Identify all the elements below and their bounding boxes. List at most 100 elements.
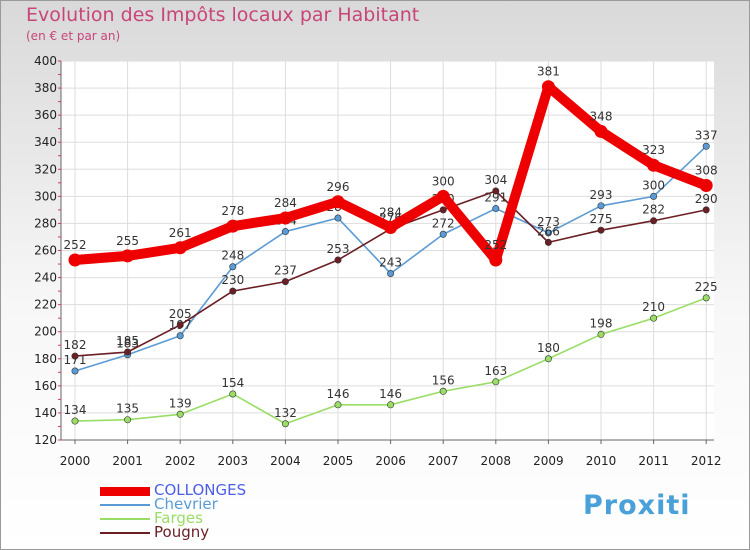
y-tick-label: 400 <box>34 54 57 68</box>
point-collonges <box>541 80 555 94</box>
point-farges <box>650 314 658 322</box>
point-collonges <box>436 189 450 203</box>
x-tick-label: 2005 <box>323 454 354 468</box>
data-label-pougny: 304 <box>484 173 507 187</box>
data-label-pougny: 182 <box>64 338 87 352</box>
y-tick-label: 260 <box>34 244 57 258</box>
point-farges <box>544 355 552 363</box>
data-label-farges: 146 <box>327 387 350 401</box>
data-label-farges: 210 <box>642 300 665 314</box>
point-chevrier <box>439 230 447 238</box>
data-label-collonges: 296 <box>327 180 350 194</box>
data-label-chevrier: 183 <box>116 337 139 351</box>
point-pougny <box>492 187 500 195</box>
data-label-chevrier: 337 <box>695 128 718 142</box>
y-tick-label: 220 <box>34 298 57 312</box>
data-label-chevrier: 272 <box>432 216 455 230</box>
point-pougny <box>334 256 342 264</box>
chart-title: Evolution des Impôts locaux par Habitant <box>26 4 420 26</box>
x-tick-label: 2002 <box>165 454 196 468</box>
point-farges <box>124 416 132 424</box>
data-label-farges: 132 <box>274 406 297 420</box>
point-pougny <box>229 287 237 295</box>
data-label-farges: 180 <box>537 341 560 355</box>
data-label-farges: 146 <box>379 387 402 401</box>
point-chevrier <box>597 202 605 210</box>
point-chevrier <box>650 192 658 200</box>
data-label-pougny: 237 <box>274 264 297 278</box>
proxiti-logo: Proxiti <box>583 490 691 521</box>
point-collonges <box>647 158 661 172</box>
data-label-collonges: 284 <box>274 196 297 210</box>
x-tick-label: 2004 <box>270 454 301 468</box>
data-label-chevrier: 171 <box>64 353 87 367</box>
y-tick-label: 380 <box>34 81 57 95</box>
x-tick-label: 2010 <box>586 454 617 468</box>
data-label-collonges: 300 <box>432 174 455 188</box>
data-label-farges: 163 <box>484 364 507 378</box>
y-tick-label: 120 <box>34 433 57 447</box>
legend-swatch <box>100 518 150 520</box>
data-label-farges: 154 <box>221 376 244 390</box>
point-farges <box>176 410 184 418</box>
data-label-farges: 156 <box>432 373 455 387</box>
data-label-collonges: 284 <box>379 205 402 219</box>
data-label-collonges: 252 <box>64 238 87 252</box>
y-tick-label: 240 <box>34 271 57 285</box>
y-tick-label: 360 <box>34 108 57 122</box>
legend-swatch <box>100 486 150 496</box>
point-chevrier <box>71 367 79 375</box>
x-tick-label: 2008 <box>481 454 512 468</box>
data-label-pougny: 290 <box>695 192 718 206</box>
point-farges <box>229 390 237 398</box>
point-collonges <box>278 211 292 225</box>
data-label-chevrier: 273 <box>537 215 560 229</box>
point-collonges <box>121 249 135 263</box>
data-label-pougny: 253 <box>327 242 350 256</box>
data-label-collonges: 252 <box>484 238 507 252</box>
point-farges <box>597 330 605 338</box>
point-collonges <box>68 253 82 267</box>
data-label-farges: 134 <box>64 403 87 417</box>
point-chevrier <box>281 228 289 236</box>
point-chevrier <box>702 142 710 150</box>
point-farges <box>71 417 79 425</box>
x-tick-label: 2009 <box>533 454 564 468</box>
data-label-pougny: 230 <box>221 273 244 287</box>
data-label-collonges: 348 <box>590 109 613 123</box>
point-chevrier <box>387 270 395 278</box>
data-label-farges: 225 <box>695 280 718 294</box>
point-pougny <box>702 206 710 214</box>
data-label-chevrier: 243 <box>379 256 402 270</box>
point-farges <box>281 420 289 428</box>
legend-label: Farges <box>154 509 203 527</box>
data-label-pougny: 275 <box>590 212 613 226</box>
point-farges <box>492 378 500 386</box>
point-collonges <box>226 219 240 233</box>
legend-label: COLLONGES <box>154 481 247 499</box>
data-label-collonges: 308 <box>695 164 718 178</box>
point-pougny <box>124 348 132 356</box>
legend-label: Chevrier <box>154 495 218 513</box>
data-label-collonges: 323 <box>642 143 665 157</box>
point-chevrier <box>176 332 184 340</box>
data-label-farges: 135 <box>116 402 139 416</box>
data-label-pougny: 266 <box>537 224 560 238</box>
point-chevrier <box>492 205 500 213</box>
y-tick-label: 340 <box>34 135 57 149</box>
y-tick-label: 320 <box>34 162 57 176</box>
legend-swatch <box>100 504 150 506</box>
point-pougny <box>597 226 605 234</box>
point-pougny <box>650 217 658 225</box>
point-pougny <box>544 238 552 246</box>
point-chevrier <box>334 214 342 222</box>
x-tick-label: 2000 <box>60 454 91 468</box>
point-collonges <box>489 253 503 267</box>
x-tick-label: 2006 <box>375 454 406 468</box>
x-tick-label: 2001 <box>112 454 143 468</box>
legend-label: Pougny <box>154 523 210 541</box>
x-tick-label: 2003 <box>218 454 249 468</box>
point-farges <box>334 401 342 409</box>
data-label-pougny: 282 <box>642 203 665 217</box>
